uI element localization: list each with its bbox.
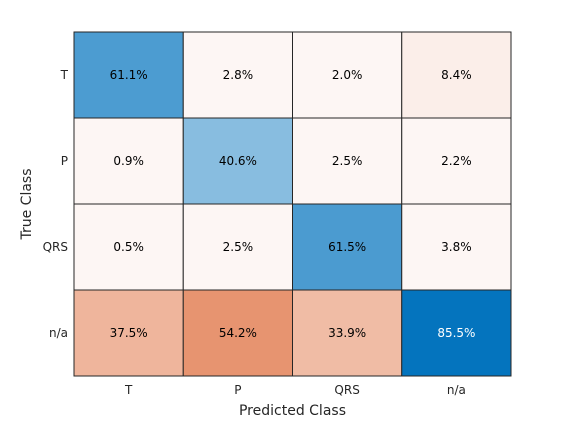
heatmap-cell-label: 2.8% [223, 68, 254, 82]
heatmap-cell [182, 117, 293, 205]
heatmap-cell-label: 61.5% [328, 240, 366, 254]
heatmap-cell-label: 0.9% [113, 154, 144, 168]
heatmap-cell-label: 54.2% [219, 326, 257, 340]
heatmap-cell-label: 61.1% [110, 68, 148, 82]
heatmap-cell [292, 289, 403, 377]
heatmap-cell-label: 37.5% [110, 326, 148, 340]
y-tick-label: P [61, 154, 68, 168]
plot-border [73, 31, 512, 377]
heatmap-cell-label: 40.6% [219, 154, 257, 168]
heatmap-cell [182, 289, 293, 377]
heatmap-cell [73, 289, 184, 377]
x-axis-label: Predicted Class [239, 403, 346, 419]
heatmap-cell-label: 2.0% [332, 68, 363, 82]
heatmap-cell [401, 31, 512, 119]
x-tick-label: QRS [334, 383, 359, 397]
heatmap-cell [401, 117, 512, 205]
heatmap-cell-label: 0.5% [113, 240, 144, 254]
x-tick-label: n/a [447, 383, 466, 397]
heatmap-cell-label: 8.4% [441, 68, 472, 82]
y-tick-label: n/a [49, 326, 68, 340]
heatmap-cell-label: 3.8% [441, 240, 472, 254]
heatmap-cell [73, 31, 184, 119]
heatmap-cell [73, 117, 184, 205]
x-tick-label: P [234, 383, 241, 397]
heatmap-cell [401, 203, 512, 291]
y-tick-label: T [60, 68, 69, 82]
heatmap-cell [182, 31, 293, 119]
heatmap-cell-label: 33.9% [328, 326, 366, 340]
heatmap-cell-label: 2.5% [332, 154, 363, 168]
heatmap-cell [401, 289, 512, 377]
x-axis-tick-labels: T P QRS n/a [124, 383, 466, 397]
x-tick-label: T [124, 383, 133, 397]
y-tick-label: QRS [43, 240, 68, 254]
heatmap-cell-label: 85.5% [437, 326, 475, 340]
heatmap-cell-label: 2.2% [441, 154, 472, 168]
y-axis-label: True Class [19, 168, 35, 240]
heatmap-cell [182, 203, 293, 291]
y-axis-tick-labels: T P QRS n/a [43, 68, 69, 340]
heatmap-cells [73, 31, 512, 377]
heatmap-cell-labels: 61.1% 2.8% 2.0% 8.4% 0.9% 40.6% 2.5% 2.2% 0.5% 2.… [110, 68, 476, 340]
heatmap-cell-label: 2.5% [223, 240, 254, 254]
